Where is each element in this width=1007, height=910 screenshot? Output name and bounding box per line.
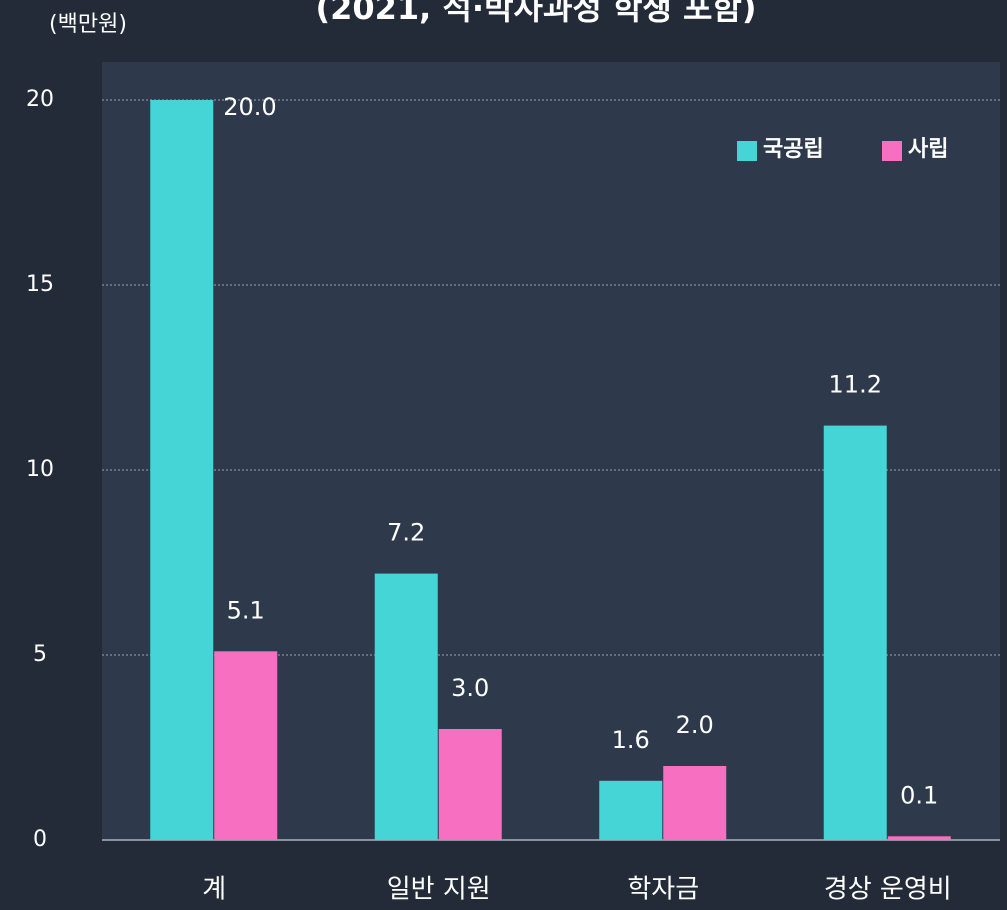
x-tick-label: 학자금 [627, 875, 699, 905]
bar [438, 729, 502, 840]
y-tick-label: 0 [33, 827, 47, 852]
legend-label: 국공립 [763, 137, 824, 162]
legend-swatch [882, 141, 902, 161]
bar [374, 573, 438, 840]
value-label: 5.1 [227, 596, 265, 624]
bar [150, 100, 214, 840]
y-tick-label: 10 [26, 457, 54, 482]
legend-label: 사립 [908, 137, 948, 162]
value-label: 1.6 [612, 726, 650, 754]
y-axis-label: (백만원) [49, 12, 127, 37]
legend-swatch [737, 141, 757, 161]
chart-title: (2021, 석·박사과정 학생 포함) [315, 0, 756, 27]
x-tick-label: 일반 지원 [387, 875, 491, 905]
bar [599, 780, 663, 840]
bar [214, 651, 278, 840]
bar [887, 836, 951, 840]
value-label: 2.0 [676, 711, 714, 739]
value-label: 20.0 [223, 93, 276, 121]
value-label: 3.0 [451, 674, 489, 702]
x-tick-label: 계 [202, 875, 226, 905]
bar [823, 425, 887, 840]
y-tick-label: 15 [26, 272, 54, 297]
x-tick-label: 경상 운영비 [824, 875, 952, 905]
value-label: 7.2 [387, 519, 425, 547]
y-tick-label: 5 [33, 642, 47, 667]
value-label: 0.1 [900, 781, 938, 809]
value-label: 11.2 [829, 371, 882, 399]
bar [663, 766, 727, 840]
y-tick-label: 20 [26, 87, 54, 112]
